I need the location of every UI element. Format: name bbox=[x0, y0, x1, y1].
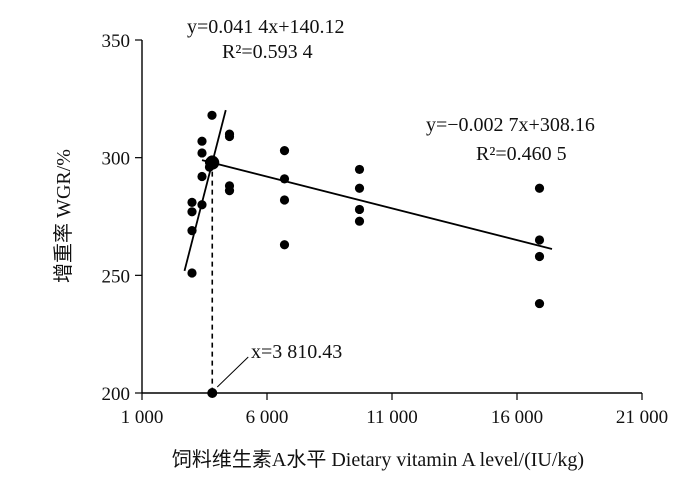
x-tick-label: 6 000 bbox=[246, 407, 289, 428]
data-point bbox=[197, 171, 207, 182]
x-tick-label: 16 000 bbox=[491, 407, 543, 428]
breakpoint-leader-line bbox=[216, 356, 249, 388]
x-axis-label: 饲料维生素A水平 Dietary vitamin A level/(IU/kg) bbox=[172, 448, 584, 471]
data-point bbox=[197, 200, 207, 210]
data-point bbox=[534, 235, 545, 245]
data-points bbox=[187, 110, 545, 309]
data-point bbox=[354, 164, 365, 175]
fit-line-1 bbox=[183, 109, 227, 272]
data-point bbox=[187, 197, 197, 207]
fit-line-2 bbox=[201, 159, 553, 250]
y-tick-label: 250 bbox=[102, 266, 131, 287]
x-tick-label: 21 000 bbox=[616, 407, 668, 428]
data-point bbox=[197, 136, 207, 146]
y-tick-label: 300 bbox=[102, 149, 131, 170]
data-point bbox=[224, 129, 235, 139]
data-point bbox=[187, 268, 197, 278]
data-point bbox=[534, 298, 545, 309]
data-point bbox=[354, 204, 365, 215]
fit1-r2: R²=0.593 4 bbox=[222, 41, 313, 63]
data-point bbox=[197, 148, 207, 158]
fit-lines bbox=[183, 109, 553, 272]
axes bbox=[135, 39, 643, 400]
data-point bbox=[279, 146, 290, 156]
y-tick-label: 200 bbox=[102, 384, 131, 405]
data-point bbox=[207, 155, 217, 165]
fit2-equation: y=−0.002 7x+308.16 bbox=[426, 114, 595, 136]
x-tick-label: 1 000 bbox=[121, 407, 164, 428]
fit2-r2: R²=0.460 5 bbox=[476, 143, 567, 165]
data-point bbox=[279, 174, 290, 184]
data-point bbox=[534, 251, 545, 262]
data-point bbox=[534, 183, 545, 193]
x-tick-label: 11 000 bbox=[366, 407, 418, 428]
breakpoint-marker bbox=[207, 388, 218, 398]
y-tick-label: 350 bbox=[102, 31, 131, 52]
y-axis-label: 增重率 WGR/% bbox=[52, 149, 75, 283]
data-point bbox=[224, 181, 235, 191]
tick-labels: 200 250 300 350 1 000 6 000 11 000 16 000 21 000 bbox=[102, 31, 669, 428]
data-point bbox=[187, 226, 197, 236]
data-point bbox=[187, 207, 197, 217]
data-point bbox=[354, 183, 365, 193]
data-point bbox=[207, 110, 217, 120]
breakpoint-label: x=3 810.43 bbox=[251, 341, 342, 363]
data-point bbox=[279, 240, 290, 250]
data-point bbox=[354, 216, 365, 226]
data-point bbox=[279, 195, 290, 205]
fit1-equation: y=0.041 4x+140.12 bbox=[187, 16, 345, 38]
